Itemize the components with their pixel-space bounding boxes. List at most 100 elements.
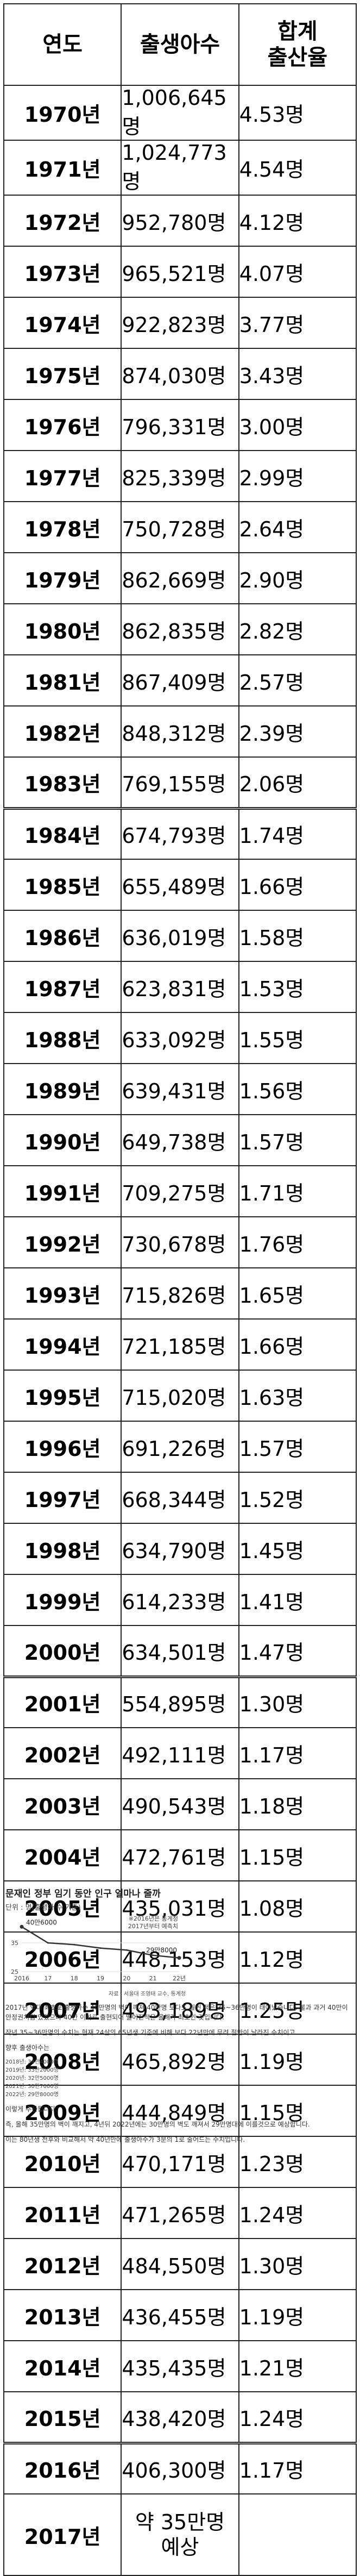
- cell-year: 1999년: [3, 1574, 122, 1626]
- cell-tfr: 1.30명: [238, 1676, 357, 1728]
- table-row: 1979년 862,669명 2.90명: [3, 552, 357, 604]
- cell-births: 471,265명: [121, 2187, 239, 2239]
- table-row: 2005년 435,031명 1.08명: [3, 1880, 357, 1933]
- y-tick-label: 35: [11, 1940, 18, 1947]
- table-row: 1997년 668,344명 1.52명: [3, 1472, 357, 1524]
- x-tick-label: 2016: [14, 1975, 29, 1982]
- x-tick-label: 18: [71, 1975, 78, 1982]
- cell-year: 1982년: [3, 705, 122, 758]
- x-tick-label: 19: [97, 1975, 104, 1982]
- table-row: 1991년 709,275명 1.71명: [3, 1165, 357, 1217]
- cell-births: 715,020명: [121, 1370, 239, 1422]
- footer-line-3: 이는 80년생 전후와 비교해서 약 40년만에 출생아수가 3분의 1로 줄어…: [5, 2136, 245, 2143]
- cell-tfr: 1.55명: [238, 1012, 357, 1064]
- cell-births: 750,728명: [121, 501, 239, 553]
- cell-year: 2015년: [3, 2391, 122, 2444]
- cell-year: 1991년: [3, 1165, 122, 1217]
- x-tick-label: 17: [44, 1975, 52, 1982]
- data-point: [47, 1942, 49, 1944]
- data-point: [20, 1924, 24, 1929]
- cell-year: 1983년: [3, 756, 122, 810]
- header-tfr-line1: 합계: [277, 19, 318, 44]
- cell-births: 492,111명: [121, 1727, 239, 1779]
- cell-year: 1970년: [3, 85, 122, 141]
- cell-births: 623,831명: [121, 961, 239, 1013]
- forecast-list-title: 향후 출생아수는: [5, 2044, 50, 2052]
- table-row: 1989년 639,431명 1.56명: [3, 1063, 357, 1115]
- cell-births: 796,331명: [121, 399, 239, 451]
- cell-tfr: 1.17명: [238, 2442, 357, 2494]
- cell-year: 1973년: [3, 246, 122, 298]
- cell-births: 490,543명: [121, 1778, 239, 1830]
- table-row: 1996년 691,226명 1.57명: [3, 1421, 357, 1473]
- header-tfr: 합계 출산율: [238, 3, 357, 86]
- cell-year: 1979년: [3, 552, 122, 604]
- cell-tfr: 1.47명: [238, 1625, 357, 1678]
- cell-tfr: 1.76명: [238, 1216, 357, 1268]
- cell-births: 965,521명: [121, 246, 239, 298]
- cell-tfr: 1.52명: [238, 1472, 357, 1524]
- birth-statistics-table: 연도 출생아수 합계 출산율 1970년 1,006,645명 4.53명 1971년…: [3, 3, 357, 2576]
- table-row: 1985년 655,489명 1.66명: [3, 859, 357, 911]
- cell-year: 1993년: [3, 1267, 122, 1320]
- table-row: 1994년 721,185명 1.66명: [3, 1318, 357, 1371]
- cell-year: 2014년: [3, 2340, 122, 2392]
- cell-births: 634,501명: [121, 1625, 239, 1678]
- cell-tfr: 1.19명: [238, 2289, 357, 2341]
- list-item: 2020년: 32만5000명: [5, 2075, 59, 2081]
- cell-tfr: 1.18명: [238, 1778, 357, 1830]
- cell-births: 952,780명: [121, 195, 239, 247]
- table-row: 1983년 769,155명 2.06명: [3, 756, 357, 810]
- cell-births: 848,312명: [121, 705, 239, 758]
- population-line-chart: 25 35 2016 17 18 19 20 21 22년 40만6000 29만8000 ※2016…: [5, 1912, 190, 1988]
- table-row: 1977년 825,339명 2.99명: [3, 450, 357, 502]
- cell-year: 2001년: [3, 1676, 122, 1728]
- table-row: 2009년 444,849명 1.15명: [3, 2085, 357, 2137]
- cell-births: 633,092명: [121, 1012, 239, 1064]
- cell-year: 1971년: [3, 140, 122, 196]
- cell-tfr: 4.54명: [238, 140, 357, 196]
- cell-year: 2000년: [3, 1625, 122, 1678]
- table-row: 1984년 674,793명 1.74명: [3, 808, 357, 860]
- forecast-list: 2018년: 34만4000명 2019년: 33만2000명 2020년: 3…: [5, 2058, 355, 2099]
- cell-year: 2003년: [3, 1778, 122, 1830]
- table-row: 1992년 730,678명 1.76명: [3, 1216, 357, 1268]
- table-row: 2015년 438,420명 1.24명: [3, 2391, 357, 2444]
- cell-year: 1992년: [3, 1216, 122, 1268]
- cell-births: 721,185명: [121, 1318, 239, 1371]
- cell-tfr: 1.74명: [238, 808, 357, 860]
- table-row: 2012년 484,550명 1.30명: [3, 2238, 357, 2290]
- table-row: 1998년 634,790명 1.45명: [3, 1523, 357, 1575]
- cell-tfr: 1.66명: [238, 1318, 357, 1371]
- cell-tfr: 1.41명: [238, 1574, 357, 1626]
- cell-year: 2006년: [3, 1931, 122, 1984]
- table-row: 1986년 636,019명 1.58명: [3, 910, 357, 962]
- cell-births: 435,031명: [121, 1880, 239, 1933]
- cell-births: 867,409명: [121, 654, 239, 706]
- cell-births-line2: 예상: [161, 2535, 199, 2559]
- table-row: 2001년 554,895명 1.30명: [3, 1676, 357, 1728]
- table-row: 2007년 493,189명 1.25명: [3, 1983, 357, 2035]
- table-row: 2013년 436,455명 1.19명: [3, 2289, 357, 2341]
- table-row: 1970년 1,006,645명 4.53명: [3, 85, 357, 141]
- cell-births: 1,024,773명: [121, 140, 239, 196]
- table-row: 2014년 435,435명 1.21명: [3, 2340, 357, 2392]
- table-row: 1990년 649,738명 1.57명: [3, 1114, 357, 1166]
- cell-births: 655,489명: [121, 859, 239, 911]
- cell-year: 1989년: [3, 1063, 122, 1115]
- table-row: 1971년 1,024,773명 4.54명: [3, 140, 357, 196]
- article-section: 문재인 정부 임기 동안 인구 얼마나 줄까 단위 : 명(출생아 수 기준) …: [5, 1886, 355, 2144]
- table-row: 1987년 623,831명 1.53명: [3, 961, 357, 1013]
- cell-year: 2007년: [3, 1983, 122, 2035]
- cell-tfr: 1.30명: [238, 2238, 357, 2290]
- cell-births: 874,030명: [121, 348, 239, 400]
- table-row: 1988년 633,092명 1.55명: [3, 1012, 357, 1064]
- cell-tfr: 1.53명: [238, 961, 357, 1013]
- cell-year: 1976년: [3, 399, 122, 451]
- cell-births: 438,420명: [121, 2391, 239, 2444]
- cell-year: 2011년: [3, 2187, 122, 2239]
- footer-line-2: 즉, 올해 35만명의 벽이 깨지고, 4년뒤 2022년에는 30만명의 벽도…: [5, 2121, 310, 2128]
- data-point: [99, 1947, 102, 1949]
- cell-year: 1996년: [3, 1421, 122, 1473]
- table-row: 1974년 922,823명 3.77명: [3, 297, 357, 349]
